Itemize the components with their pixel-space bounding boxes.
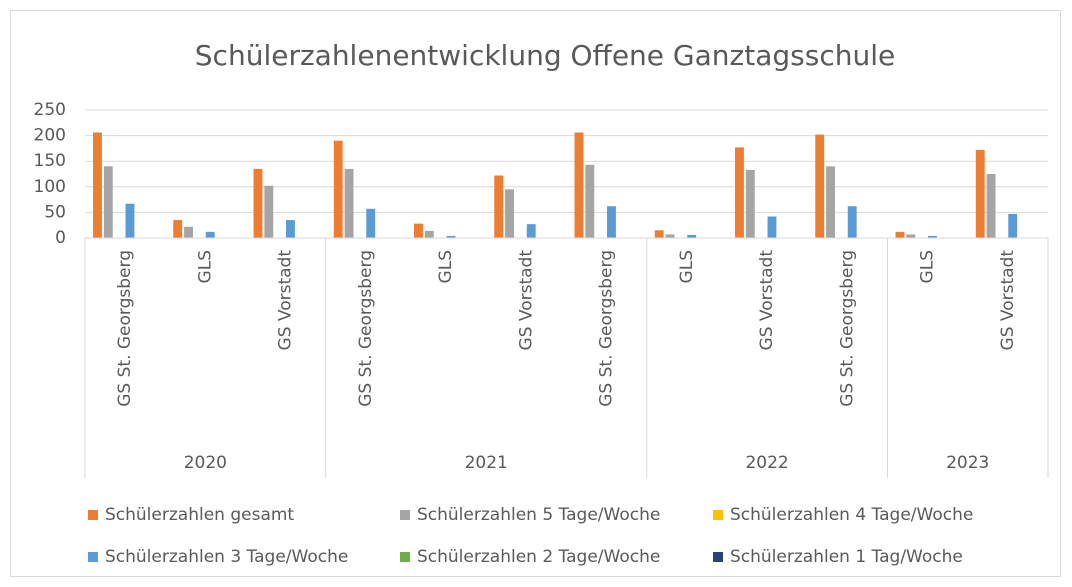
group-label: 2021 (465, 453, 508, 473)
legend-swatch (400, 552, 410, 562)
bar (585, 164, 595, 238)
bar (526, 224, 536, 238)
legend-label: Schülerzahlen 4 Tage/Woche (730, 505, 973, 525)
bar (366, 208, 376, 238)
x-tick-label: GLS (195, 250, 215, 283)
bar (184, 226, 193, 238)
bar (253, 168, 263, 238)
bar (735, 147, 744, 238)
x-tick-label: GS St. Georgsberg (356, 250, 376, 407)
bar (847, 206, 857, 238)
legend-swatch (400, 510, 410, 520)
bar (1008, 213, 1018, 238)
x-tick-label: GS St. Georgsberg (597, 250, 617, 407)
bar (574, 132, 584, 238)
y-tick-label: 0 (55, 228, 66, 248)
bar (687, 234, 697, 238)
bar (344, 168, 354, 238)
bar (286, 220, 295, 238)
bar (173, 220, 183, 238)
bar (333, 140, 343, 238)
bar (815, 134, 825, 238)
legend-swatch (713, 510, 723, 520)
bar (928, 235, 937, 238)
group-label: 2022 (745, 453, 788, 473)
bar (125, 203, 135, 238)
x-tick-label: GLS (436, 250, 456, 283)
y-tick-label: 100 (34, 177, 66, 197)
bar (414, 223, 423, 238)
x-tick-label: GLS (677, 250, 697, 283)
group-label: 2020 (184, 453, 227, 473)
bar (745, 169, 755, 238)
bar (103, 166, 113, 238)
bar (494, 175, 504, 238)
bar (986, 174, 996, 238)
bar (654, 230, 664, 238)
bar (424, 230, 434, 238)
bar (607, 206, 616, 238)
bar (446, 235, 456, 238)
x-tick-label: GS Vorstadt (998, 250, 1018, 351)
legend-swatch (88, 510, 98, 520)
x-tick-label: GS Vorstadt (757, 250, 777, 351)
bar (906, 234, 916, 238)
bar (505, 189, 514, 238)
bar (895, 231, 905, 238)
bar (93, 132, 102, 238)
y-tick-label: 50 (44, 202, 66, 222)
legend-label: Schülerzahlen 2 Tage/Woche (417, 547, 660, 567)
bar (205, 231, 215, 238)
bar (767, 216, 777, 238)
x-tick-label: GS Vorstadt (516, 250, 536, 351)
y-tick-label: 250 (34, 100, 66, 120)
x-tick-label: GS St. Georgsberg (115, 250, 135, 407)
bar (264, 185, 274, 238)
legend-swatch (713, 552, 723, 562)
bar (665, 234, 675, 238)
x-tick-label: GS Vorstadt (276, 250, 296, 351)
chart-border (10, 10, 1061, 577)
x-tick-label: GLS (918, 250, 938, 283)
y-tick-label: 200 (34, 126, 66, 146)
bar (975, 149, 985, 238)
legend-label: Schülerzahlen 5 Tage/Woche (417, 505, 660, 525)
y-tick-label: 150 (34, 151, 66, 171)
legend-label: Schülerzahlen 1 Tag/Woche (730, 547, 963, 567)
legend-label: Schülerzahlen 3 Tage/Woche (105, 547, 348, 567)
legend-swatch (88, 552, 98, 562)
group-label: 2023 (946, 453, 989, 473)
x-tick-label: GS St. Georgsberg (837, 250, 857, 407)
bar (826, 166, 835, 238)
chart-title: Schülerzahlenentwicklung Offene Ganztags… (195, 39, 895, 72)
legend-label: Schülerzahlen gesamt (105, 505, 294, 525)
